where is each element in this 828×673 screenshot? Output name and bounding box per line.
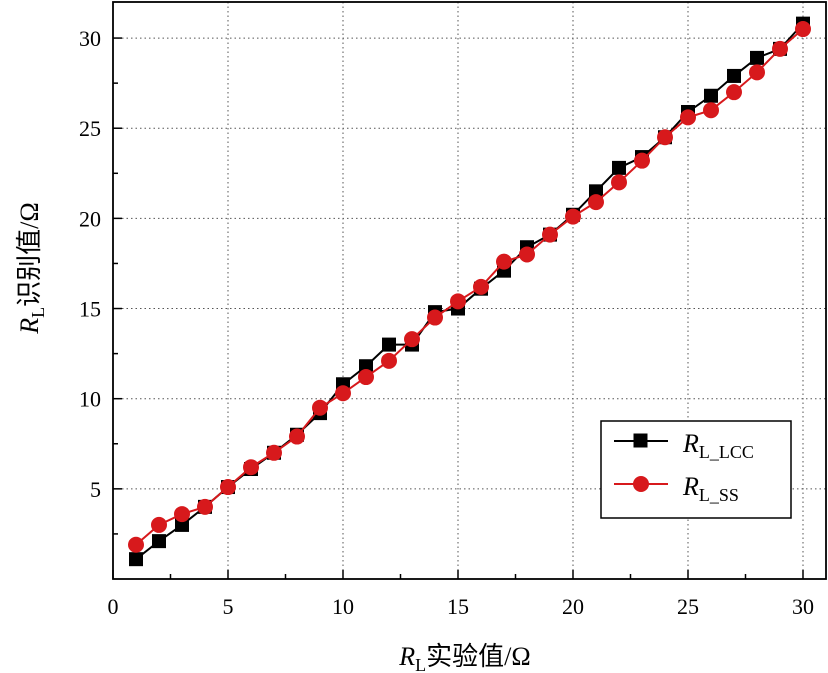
- x-axis-title-symbol: R: [398, 642, 415, 671]
- data-point-ss: [565, 208, 581, 225]
- x-tick-label: 15: [447, 594, 469, 619]
- legend-box: [600, 420, 792, 519]
- data-point-ss: [726, 84, 742, 101]
- data-point-lcc: [382, 337, 396, 352]
- data-point-ss: [611, 174, 627, 191]
- legend: RL_LCC RL_SS: [600, 420, 792, 519]
- legend-label-ss: RL_SS: [682, 472, 739, 505]
- x-axis-title: RL实验值/Ω: [398, 642, 530, 673]
- axis-ticks: 0 5 10 15 20 25 30 5 10 15 20 25 30: [79, 26, 814, 619]
- plot-area-frame: [112, 1, 827, 580]
- data-point-ss: [151, 516, 167, 533]
- x-tick-label: 5: [223, 594, 234, 619]
- data-point-ss: [174, 506, 190, 523]
- data-point-ss: [542, 226, 558, 243]
- legend-label-lcc-subscript: L_LCC: [699, 442, 754, 462]
- legend-label-lcc-symbol: R: [682, 429, 699, 458]
- y-axis-title-subscript: L: [28, 307, 48, 318]
- x-tick-label: 10: [332, 594, 354, 619]
- legend-label-ss-symbol: R: [682, 472, 699, 501]
- x-tick-label: 30: [792, 594, 814, 619]
- data-point-ss: [795, 21, 811, 38]
- data-point-ss: [358, 369, 374, 386]
- data-point-ss: [335, 385, 351, 402]
- data-point-ss: [657, 129, 673, 146]
- legend-marker-lcc: [633, 433, 648, 448]
- x-tick-label: 20: [562, 594, 584, 619]
- y-tick-label: 30: [79, 26, 101, 51]
- data-point-lcc: [727, 68, 741, 83]
- data-point-ss: [588, 194, 604, 211]
- data-point-ss: [473, 278, 489, 295]
- data-point-lcc: [750, 50, 764, 65]
- data-point-ss: [128, 536, 144, 553]
- data-point-ss: [496, 253, 512, 270]
- data-point-ss: [312, 399, 328, 416]
- data-point-lcc: [152, 534, 166, 549]
- data-point-ss: [220, 479, 236, 496]
- legend-label-lcc: RL_LCC: [682, 429, 754, 462]
- series-layer: [128, 16, 811, 567]
- data-point-ss: [519, 246, 535, 263]
- data-point-ss: [749, 64, 765, 81]
- data-point-ss: [634, 152, 650, 169]
- legend-label-ss-subscript: L_SS: [699, 485, 739, 505]
- y-axis-title-symbol: R: [15, 318, 44, 335]
- x-tick-label: 25: [677, 594, 699, 619]
- y-tick-label: 5: [90, 477, 101, 502]
- x-axis-title-subscript: L: [415, 655, 426, 673]
- y-axis-title: RL识别值/Ω: [15, 202, 48, 334]
- data-point-ss: [703, 102, 719, 119]
- data-point-lcc: [612, 160, 626, 175]
- data-point-ss: [266, 444, 282, 461]
- y-tick-label: 25: [79, 116, 101, 141]
- x-tick-label: 0: [108, 594, 119, 619]
- data-point-lcc: [129, 552, 143, 567]
- data-point-ss: [680, 109, 696, 126]
- y-tick-label: 20: [79, 206, 101, 231]
- y-tick-label: 15: [79, 297, 101, 322]
- data-point-ss: [381, 352, 397, 369]
- data-point-lcc: [704, 88, 718, 103]
- data-point-ss: [243, 459, 259, 476]
- data-point-ss: [404, 331, 420, 348]
- data-point-ss: [450, 293, 466, 310]
- data-point-ss: [197, 498, 213, 515]
- data-point-ss: [772, 40, 788, 57]
- x-axis-title-text: 实验值/Ω: [426, 642, 531, 671]
- legend-marker-ss: [633, 476, 649, 492]
- data-point-ss: [289, 428, 305, 445]
- y-tick-label: 10: [79, 387, 101, 412]
- data-point-ss: [427, 309, 443, 326]
- y-axis-title-text: 识别值/Ω: [15, 202, 44, 307]
